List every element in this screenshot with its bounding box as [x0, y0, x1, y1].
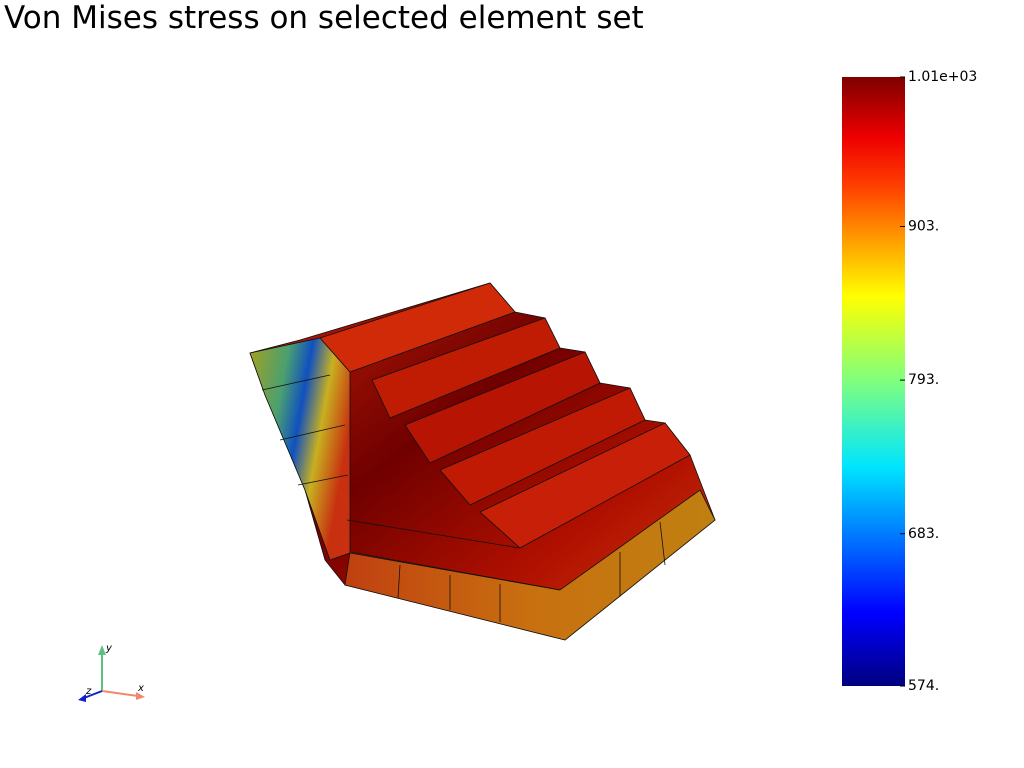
- tick-label: 903.: [908, 218, 939, 234]
- title: Von Mises stress on selected element set: [4, 0, 644, 36]
- mesh: [249, 282, 716, 641]
- axis-label: x: [137, 683, 144, 694]
- tick-label: 793.: [908, 372, 939, 388]
- tick-label: 1.01e+03: [908, 69, 977, 85]
- axes-widget: y x z: [78, 643, 145, 702]
- tick-label: 683.: [908, 526, 939, 542]
- axis-label: y: [105, 643, 113, 654]
- colorbar: [842, 77, 905, 686]
- axis-label: z: [85, 686, 92, 697]
- tick-label: 574.: [908, 678, 939, 694]
